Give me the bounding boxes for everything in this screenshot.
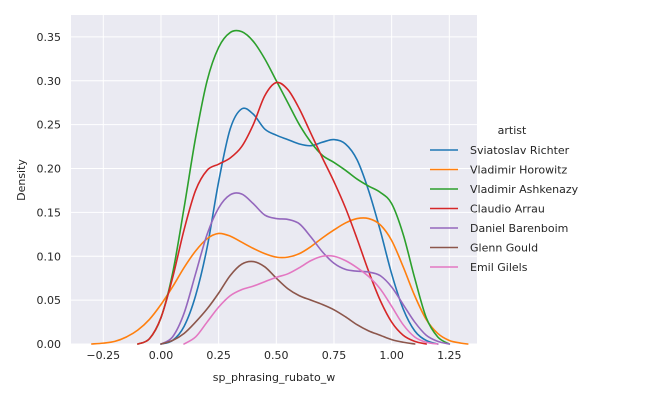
series-line-daniel-barenboim: [160, 192, 451, 345]
legend-label-sviatoslav-richter: Sviatoslav Richter: [470, 144, 570, 157]
x-tick-label: 0.50: [264, 349, 289, 362]
x-tick-label: −0.25: [86, 349, 120, 362]
series-line-sviatoslav-richter: [160, 107, 439, 345]
legend-label-vladimir-ashkenazy: Vladimir Ashkenazy: [470, 183, 579, 196]
plot-background: [71, 15, 477, 344]
series-layer: [90, 29, 469, 345]
legend-label-vladimir-horowitz: Vladimir Horowitz: [470, 164, 568, 177]
x-tick-labels: −0.25 0.00 0.25 0.50 0.75 1.00 1.25: [86, 349, 461, 362]
y-axis-label: Density: [15, 159, 28, 201]
y-tick-label: 0.35: [37, 31, 62, 44]
x-axis-label: sp_phrasing_rubato_w: [213, 371, 335, 384]
legend-label-glenn-gould: Glenn Gould: [470, 242, 538, 255]
y-tick-label: 0.30: [37, 75, 62, 88]
series-line-vladimir-horowitz: [90, 217, 469, 345]
y-tick-label: 0.20: [37, 163, 62, 176]
y-tick-label: 0.25: [37, 119, 62, 132]
series-line-claudio-arrau: [137, 81, 428, 345]
y-tick-label: 0.05: [37, 294, 62, 307]
x-tick-label: 0.75: [322, 349, 347, 362]
legend-label-claudio-arrau: Claudio Arrau: [470, 203, 545, 216]
x-tick-label: 1.25: [437, 349, 462, 362]
legend-label-daniel-barenboim: Daniel Barenboim: [470, 222, 568, 235]
x-tick-label: 0.00: [149, 349, 174, 362]
x-tick-label: 1.00: [379, 349, 404, 362]
grid-lines: [71, 15, 477, 345]
y-tick-labels: 0.00 0.05 0.10 0.15 0.20 0.25 0.30 0.35: [37, 31, 62, 351]
series-line-emil-gilels: [183, 254, 439, 345]
x-tick-label: 0.25: [206, 349, 231, 362]
legend-title: artist: [498, 124, 527, 137]
series-line-vladimir-ashkenazy: [137, 29, 451, 345]
y-tick-label: 0.15: [37, 206, 62, 219]
series-line-glenn-gould: [160, 260, 416, 345]
legend-label-emil-gilels: Emil Gilels: [470, 261, 528, 274]
legend: artist Sviatoslav Richter Vladimir Horowi…: [430, 124, 579, 274]
y-tick-label: 0.00: [37, 338, 62, 351]
y-tick-label: 0.10: [37, 250, 62, 263]
